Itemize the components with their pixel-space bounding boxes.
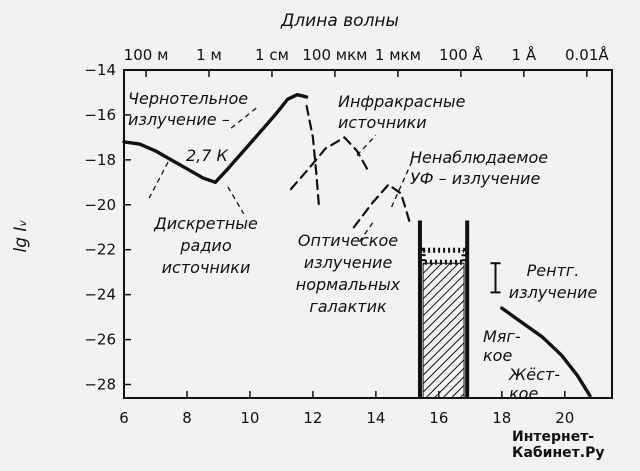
top-tick-label: 1 см (255, 46, 289, 64)
series-blackbody-line (213, 93, 309, 184)
annotation-line: излучение (509, 283, 598, 302)
x-tick-label: 14 (366, 409, 385, 427)
x-tick-label: 16 (429, 409, 448, 427)
x-tick-label: 18 (492, 409, 511, 427)
watermark-line: Кабинет.Ру (512, 445, 604, 461)
y-tick-label: −20 (84, 196, 116, 214)
annotation-line: Мяг- (483, 327, 521, 346)
y-tick-label: −22 (84, 241, 116, 259)
series-radio-line (122, 140, 217, 184)
top-tick-label: 0.01Å (565, 45, 609, 64)
series-group (122, 93, 592, 398)
top-axis-title: Длина волны (280, 11, 399, 31)
annotation-line: Инфракрасные (338, 92, 466, 111)
series-xray-line (500, 306, 592, 398)
annotation-line: источники (162, 258, 251, 277)
top-axis: Длина волны 100 м 1 м 1 см 100 мкм 1 мкм 100 … (124, 11, 609, 77)
annotation-leader (356, 222, 374, 246)
hatched-band (422, 262, 465, 399)
x-tick-label: 8 (182, 409, 192, 427)
annotation-xray: Рентг. излучение (509, 261, 598, 302)
top-tick-label: 100 мкм (302, 46, 367, 64)
annotation-discrete: Дискретные радио источники (153, 214, 258, 277)
annotation-uv: Ненаблюдаемое УФ – излучение (410, 148, 548, 188)
hatched-band-top (420, 247, 467, 265)
top-tick-label: 100 м (124, 46, 169, 64)
annotation-line: Чернотельное (128, 89, 248, 108)
y-tick-label: −16 (84, 106, 116, 124)
annotation-leader (391, 157, 415, 208)
series-optical-line (352, 183, 412, 229)
top-tick-label: 1 мкм (375, 46, 421, 64)
annotation-line: 2,7 К (186, 146, 229, 165)
plot-frame (123, 69, 613, 399)
series-blackbody-tail-line (305, 104, 321, 211)
annotation-line: УФ – излучение (410, 169, 540, 188)
annotation-line: кое (483, 346, 512, 365)
y-tick-label: −24 (84, 286, 116, 304)
y-axis-label: lg Iᵥ (11, 219, 31, 252)
annotation-optical: Оптическое излучение нормальных галактик (296, 231, 401, 316)
watermark: Интернет-Кабинет.Ру (512, 429, 604, 461)
chart-extras (417, 220, 501, 399)
annotation-leader (227, 186, 245, 215)
annotation-blackbody: Чернотельное излучение – (128, 89, 248, 129)
watermark-text: Интернет-Кабинет.Ру (512, 429, 604, 461)
annotation-hard: Жёст-кое (508, 365, 560, 403)
annotation-line: излучение (304, 253, 393, 272)
annotation-line: Оптическое (298, 231, 398, 250)
annotation-line: нормальных (296, 275, 401, 294)
watermark-line: Интернет- (512, 429, 594, 445)
x-tick-label: 6 (119, 409, 129, 427)
axes: 6 8 10 12 14 16 18 20 −14 −16 −18 −20 −22 −24 −26 −28 (84, 61, 613, 427)
annotation-k27: 2,7 К (186, 146, 229, 165)
y-tick-label: −28 (84, 376, 116, 394)
annotation-line: Ненаблюдаемое (410, 148, 548, 167)
annotation-soft: Мяг-кое (483, 327, 521, 365)
y-axis-title: lg Iᵥ (11, 219, 31, 252)
x-tick-label: 20 (555, 409, 574, 427)
y-tick-label: −26 (84, 331, 116, 349)
annotation-leader (148, 161, 169, 199)
annotations: Чернотельное излучение – 2,7 К Инфракрасные… (128, 89, 597, 403)
annotation-line: кое (509, 384, 538, 403)
annotation-line: Жёст- (508, 365, 560, 384)
annotation-leader (356, 134, 377, 156)
top-tick-label: 1 м (196, 46, 222, 64)
y-tick-label: −18 (84, 151, 116, 169)
annotation-line: излучение – (128, 110, 230, 129)
series-infrared-line (289, 136, 371, 191)
annotation-leader (227, 107, 257, 132)
x-tick-label: 12 (303, 409, 322, 427)
annotation-line: источники (338, 113, 427, 132)
annotation-line: Дискретные (153, 214, 258, 233)
y-tick-label: −14 (84, 61, 116, 79)
annotation-line: радио (179, 236, 231, 255)
x-tick-label: 10 (240, 409, 259, 427)
annotation-line: галактик (309, 297, 387, 316)
top-tick-label: 1 Å (512, 45, 537, 64)
annotation-infrared: Инфракрасные источники (338, 92, 466, 132)
annotation-line: Рентг. (527, 261, 580, 280)
top-tick-label: 100 Å (439, 45, 483, 64)
